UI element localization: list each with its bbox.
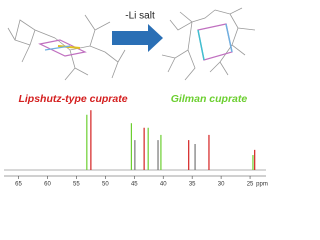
- lipshutz-structure: [7, 14, 126, 81]
- x-tick-label: 25: [247, 182, 254, 188]
- x-unit: ppm: [256, 182, 268, 188]
- left-label: Lipshutz-type cuprate: [18, 93, 127, 105]
- x-tick-label: 50: [102, 182, 109, 188]
- x-tick-label: 55: [73, 182, 80, 188]
- x-tick-label: 35: [189, 182, 196, 188]
- x-tick-label: 40: [160, 182, 167, 188]
- x-tick-label: 30: [218, 182, 225, 188]
- x-tick-label: 65: [15, 182, 22, 188]
- graphical-abstract: -Li salt Lipshutz-type cuprate Gilman cu…: [4, 7, 268, 188]
- arrow-label: -Li salt: [125, 11, 155, 22]
- nmr-spectrum: 65 60 55 50 45 40 35 30 25 ppm: [4, 110, 268, 188]
- right-label: Gilman cuprate: [171, 93, 248, 105]
- li-salt-arrow: -Li salt: [112, 11, 163, 52]
- x-tick-label: 45: [131, 182, 138, 188]
- x-tick-label: 60: [44, 182, 51, 188]
- gilman-structure: [161, 7, 256, 81]
